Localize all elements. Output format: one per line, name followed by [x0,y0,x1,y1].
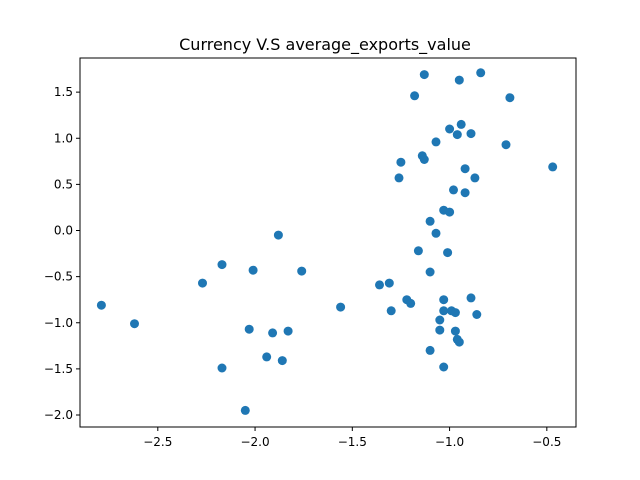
x-axis: −2.5 −2.0 −1.5 −1.0 −0.5 [143,427,561,449]
data-point [435,315,445,325]
y-tick-label: −1.0 [44,316,73,330]
data-point [419,155,429,164]
data-point [445,207,455,217]
data-point [244,324,254,334]
y-tick-label: 0.5 [54,177,73,191]
data-point [439,362,449,372]
data-point [435,325,445,335]
y-tick-label: −1.5 [44,362,73,376]
y-tick-label: −0.5 [44,270,73,284]
plot-frame [79,57,577,428]
data-point [394,173,404,183]
data-point [198,278,207,288]
data-point [548,162,558,172]
x-tick-label: −0.5 [532,435,561,449]
data-point [425,216,435,226]
data-point [419,70,429,80]
data-point [268,328,278,338]
data-point [375,280,384,290]
chart-title: Currency V.S average_exports_value [179,35,471,55]
data-point [273,230,283,240]
data-point [217,363,227,373]
data-point [431,137,441,147]
data-point [445,124,455,134]
data-point [476,68,486,78]
data-point [449,185,458,195]
data-point [450,326,460,336]
data-point [130,319,139,329]
data-point [384,278,394,288]
data-point [425,345,435,355]
x-tick-label: −2.5 [143,435,172,449]
data-point [466,293,476,303]
y-tick-label: 0.0 [54,224,73,238]
data-point [240,405,250,415]
x-tick-label: −1.5 [338,435,367,449]
data-point [277,356,287,366]
y-axis: −2.0 −1.5 −1.0 −0.5 0.0 0.5 1.0 1.5 [44,85,80,422]
data-point [262,352,272,362]
y-tick-label: 1.0 [54,131,73,145]
data-point [460,164,470,174]
data-point [443,248,453,258]
data-point [410,91,420,101]
x-tick-label: −2.0 [240,435,269,449]
data-point [413,246,423,256]
data-point [248,265,258,275]
data-point [501,140,511,150]
data-point [406,298,416,308]
data-point [470,173,480,183]
x-tick-label: −1.0 [435,435,464,449]
data-points [96,68,558,415]
data-point [454,75,464,85]
data-point [460,188,470,198]
data-point [386,306,396,316]
data-point [466,129,476,139]
data-point [505,93,515,103]
data-point [283,326,293,336]
data-point [217,260,227,270]
data-point [454,337,464,347]
data-point [450,308,460,318]
data-point [336,302,346,312]
data-point [456,119,466,129]
data-point [297,266,307,276]
y-tick-label: −2.0 [44,408,73,422]
data-point [472,310,482,319]
data-point [431,228,441,238]
data-point [439,306,449,316]
data-point [425,267,435,277]
data-point [439,295,449,305]
y-tick-label: 1.5 [54,85,73,99]
data-point [452,130,462,140]
data-point [96,300,106,310]
data-point [396,157,406,167]
